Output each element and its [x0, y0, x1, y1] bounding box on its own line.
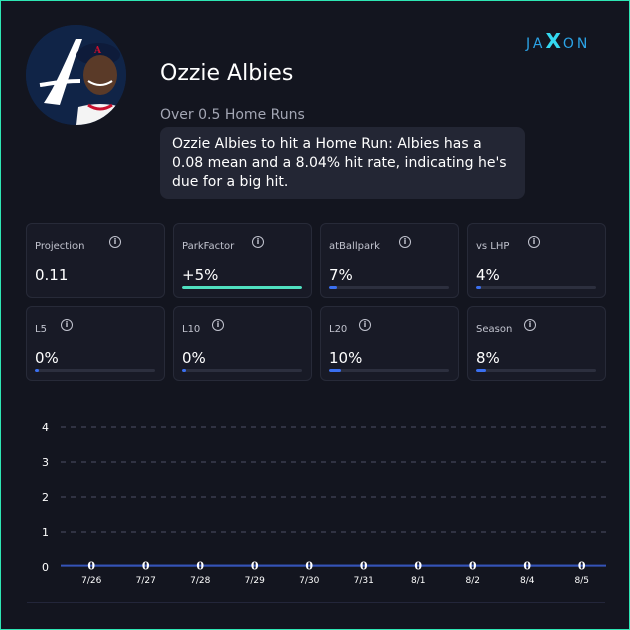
- x-tick-label: 8/2: [466, 576, 480, 586]
- stat-label: L10: [182, 324, 201, 335]
- stat-card-l10: L10 i 0%: [173, 306, 312, 381]
- stat-value: 0%: [35, 349, 59, 367]
- x-tick-label: 8/5: [575, 576, 589, 586]
- info-icon[interactable]: i: [212, 319, 224, 331]
- info-icon[interactable]: i: [109, 236, 121, 248]
- info-icon[interactable]: i: [399, 236, 411, 248]
- data-label: 0: [523, 560, 531, 573]
- player-photo-icon: A: [26, 25, 126, 125]
- info-icon[interactable]: i: [528, 236, 540, 248]
- stat-progress-fill: [476, 369, 486, 372]
- stat-value: 0.11: [35, 266, 69, 284]
- stat-card-vs-lhp: vs LHP i 4%: [467, 223, 606, 298]
- y-tick-label: 4: [42, 421, 49, 434]
- prop-summary: Ozzie Albies to hit a Home Run: Albies h…: [160, 127, 525, 199]
- stat-value: 7%: [329, 266, 353, 284]
- stat-progress-fill: [182, 286, 302, 289]
- stat-progress-fill: [35, 369, 39, 372]
- stat-progress-fill: [182, 369, 186, 372]
- stat-value: 4%: [476, 266, 500, 284]
- stat-progress-fill: [329, 369, 341, 372]
- stat-card-season: Season i 8%: [467, 306, 606, 381]
- prop-label: Over 0.5 Home Runs: [160, 107, 305, 123]
- stat-progress-bar: [476, 369, 596, 372]
- stat-progress-fill: [329, 286, 338, 289]
- x-tick-label: 7/26: [81, 576, 101, 586]
- x-tick-label: 8/1: [411, 576, 425, 586]
- stat-card-l5: L5 i 0%: [26, 306, 165, 381]
- data-label: 0: [87, 560, 95, 573]
- svg-text:A: A: [93, 46, 102, 56]
- stat-card-projection: Projection i 0.11: [26, 223, 165, 298]
- history-chart: 0 1 2 3 4 0 0 0 0 0 0 0 0 0 0 7/26 7/27 7/28 7/29 7/30 7/31 8…: [31, 411, 611, 601]
- info-icon[interactable]: i: [61, 319, 73, 331]
- stat-progress-bar: [476, 286, 596, 289]
- stat-progress-fill: [476, 286, 481, 289]
- data-label: 0: [251, 560, 259, 573]
- stat-value: 8%: [476, 349, 500, 367]
- y-tick-label: 0: [42, 561, 49, 574]
- stat-progress-bar: [35, 369, 155, 372]
- stat-value: 10%: [329, 349, 363, 367]
- data-label: 0: [142, 560, 150, 573]
- x-tick-label: 7/30: [299, 576, 319, 586]
- info-icon[interactable]: i: [524, 319, 536, 331]
- x-tick-label: 7/28: [190, 576, 210, 586]
- x-tick-label: 7/29: [245, 576, 265, 586]
- stat-card-atballpark: atBallpark i 7%: [320, 223, 459, 298]
- data-label: 0: [414, 560, 422, 573]
- data-label: 0: [469, 560, 477, 573]
- info-icon[interactable]: i: [359, 319, 371, 331]
- stat-progress-bar: [329, 369, 449, 372]
- stat-label: L20: [329, 324, 348, 335]
- data-label: 0: [196, 560, 204, 573]
- player-avatar: A: [26, 25, 126, 125]
- stat-card-parkfactor: ParkFactor i +5%: [173, 223, 312, 298]
- data-label: 0: [360, 560, 368, 573]
- stat-label: L5: [35, 324, 47, 335]
- x-tick-label: 7/31: [354, 576, 374, 586]
- y-tick-label: 2: [42, 491, 49, 504]
- footer-divider: [27, 602, 605, 603]
- player-name: Ozzie Albies: [160, 61, 294, 86]
- history-chart-svg: 0 1 2 3 4 0 0 0 0 0 0 0 0 0 0 7/26 7/27 7/28 7/29 7/30 7/31 8…: [42, 421, 606, 586]
- data-label: 0: [305, 560, 313, 573]
- stat-label: Season: [476, 324, 513, 335]
- stat-label: ParkFactor: [182, 241, 235, 252]
- info-icon[interactable]: i: [252, 236, 264, 248]
- y-tick-label: 1: [42, 526, 49, 539]
- stat-label: vs LHP: [476, 241, 510, 252]
- data-label: 0: [578, 560, 586, 573]
- stat-progress-bar: [182, 286, 302, 289]
- y-tick-label: 3: [42, 456, 49, 469]
- stat-label: Projection: [35, 241, 85, 252]
- x-tick-label: 8/4: [520, 576, 535, 586]
- stat-value: +5%: [182, 266, 219, 284]
- stat-card-l20: L20 i 10%: [320, 306, 459, 381]
- jaxon-logo: JAXON: [526, 29, 591, 53]
- stat-label: atBallpark: [329, 241, 380, 252]
- stat-value: 0%: [182, 349, 206, 367]
- x-tick-label: 7/27: [136, 576, 156, 586]
- stat-progress-bar: [329, 286, 449, 289]
- stat-progress-bar: [182, 369, 302, 372]
